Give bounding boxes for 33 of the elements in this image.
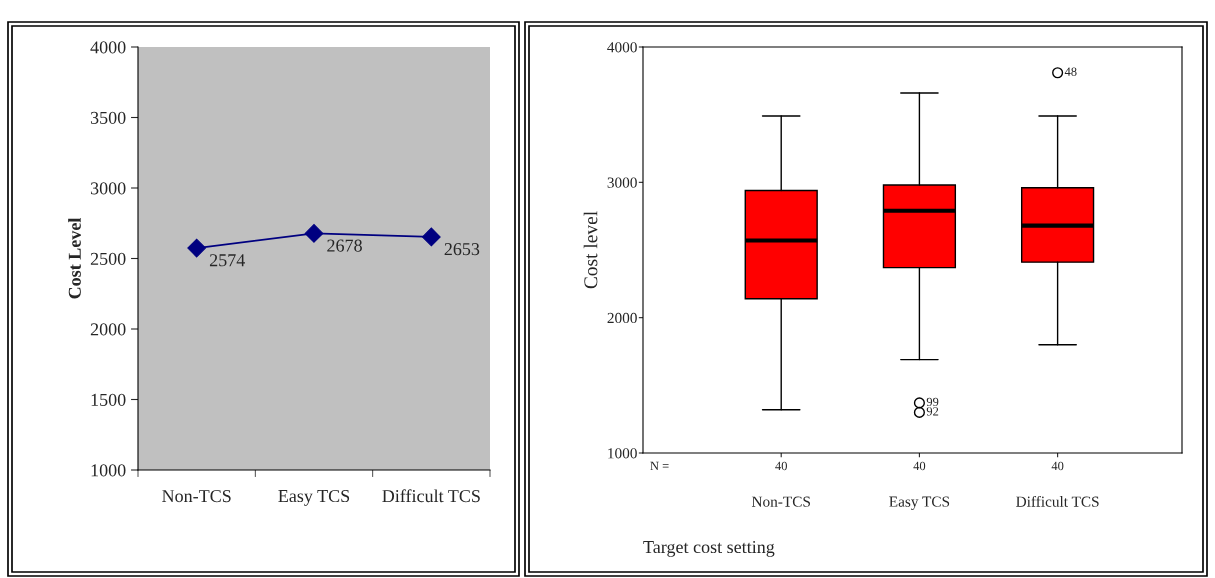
- x-tick-label: Easy TCS: [889, 496, 950, 510]
- y-tick-label: 2500: [90, 252, 126, 265]
- y-tick-label: 1000: [608, 448, 637, 459]
- text: N =: [650, 461, 669, 471]
- x-axis-title: Target cost setting: [643, 540, 775, 557]
- y-tick-label: 4000: [607, 42, 637, 53]
- data-label: 2574: [209, 254, 245, 267]
- point: [304, 224, 324, 243]
- data-label: 2653: [444, 243, 480, 256]
- y-tick-label: 1000: [91, 464, 126, 477]
- data-label: 2678: [327, 239, 362, 252]
- y-axis-title: Cost level: [583, 211, 598, 289]
- x-tick-label: Difficult TCS: [1016, 495, 1099, 507]
- y-axis-title: Cost Level: [68, 217, 81, 299]
- x-tick-label: Difficult TCS: [382, 489, 480, 503]
- y-tick-label: 3000: [607, 177, 637, 188]
- y-tick-label: 2000: [90, 323, 126, 336]
- y-tick-label: 2000: [607, 312, 637, 324]
- x-tick-label: Non-TCS: [162, 490, 231, 503]
- point: [187, 238, 207, 258]
- y-tick-label: 3500: [90, 111, 126, 124]
- text: 40: [913, 461, 926, 471]
- x-tick-label: Non-TCS: [751, 496, 810, 507]
- text: 40: [1051, 461, 1064, 471]
- y-tick-label: 3000: [90, 182, 126, 195]
- point: [421, 227, 441, 247]
- text: 40: [775, 461, 787, 471]
- y-tick-label: 4000: [90, 41, 126, 54]
- annotation: 92: [926, 407, 939, 416]
- x-tick-label: Easy TCS: [278, 489, 350, 506]
- annotation: 48: [1064, 67, 1077, 76]
- y-tick-label: 1500: [91, 393, 126, 406]
- annotation: 99: [926, 397, 939, 407]
